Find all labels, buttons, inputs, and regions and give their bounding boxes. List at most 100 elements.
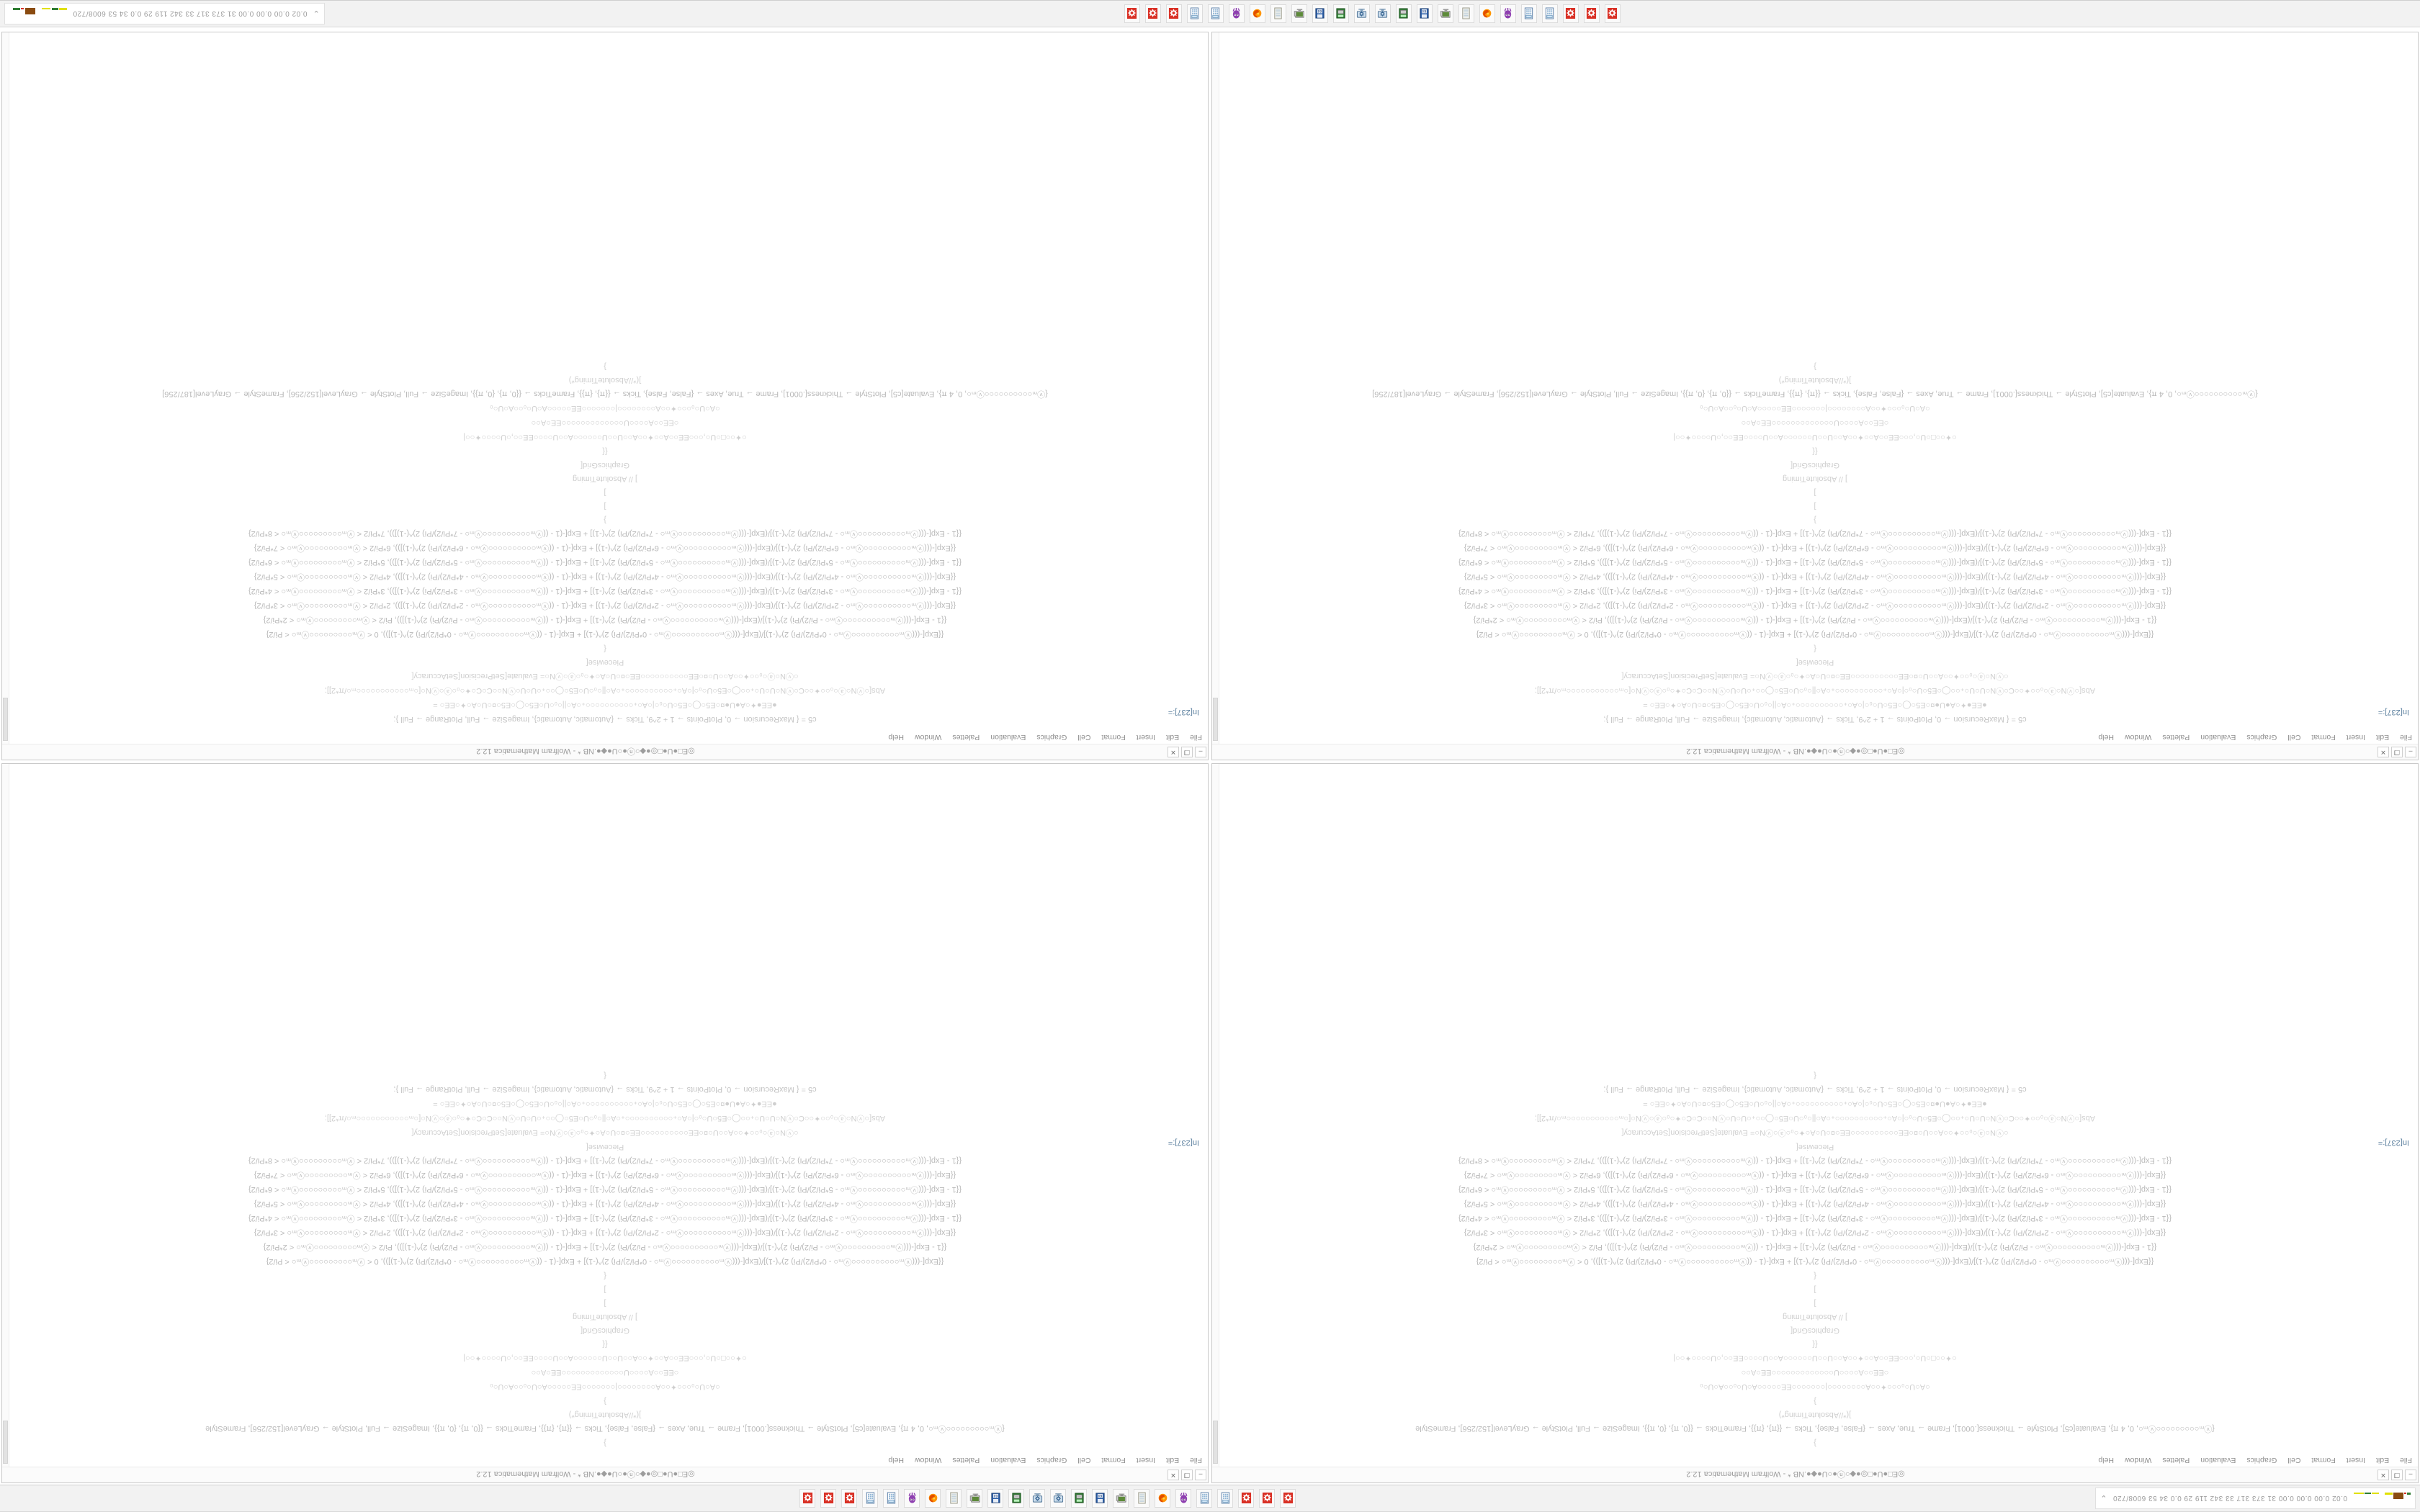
vertical-scrollbar[interactable] [2,764,9,1467]
titlebar[interactable]: – ❐ ✕ ◎E□●U●□◎●◆○ⓝ●○U●◆●.NB * - Wolfram … [2,744,1208,760]
chevron-down-icon[interactable]: ⌄ [2100,1493,2107,1503]
taskbar-button-2[interactable] [1238,1489,1255,1508]
menu-item-window[interactable]: Window [914,1456,942,1464]
menu-item-evaluation[interactable]: Evaluation [990,733,1026,742]
taskbar-button-20[interactable] [1186,4,1203,23]
menu-item-file[interactable]: File [1190,1456,1202,1464]
menu-item-insert[interactable]: Insert [1136,733,1155,742]
taskbar-button-14[interactable]: 64 [987,1489,1004,1508]
taskbar-button-13[interactable] [1332,4,1349,23]
menu-item-palettes[interactable]: Palettes [2162,733,2190,742]
menu-item-cell[interactable]: Cell [2287,1456,2301,1464]
taskbar-button-6[interactable] [1155,1489,1171,1508]
close-button[interactable]: ✕ [2378,1470,2389,1480]
scrollbar-thumb[interactable] [3,1421,8,1464]
menu-item-format[interactable]: Format [2311,1456,2336,1464]
minimize-button[interactable]: – [1195,1470,1206,1480]
taskbar-button-16[interactable] [946,1489,962,1508]
notebook-cell-group[interactable]: } {ⓥₘ○○○○○○○○○ⓥₘ○, 0, 4 π}, Evaluate[c5],… [1212,1068,2418,1449]
taskbar-button-1[interactable] [1583,4,1600,23]
menu-item-edit[interactable]: Edit [2375,733,2390,742]
notebook-cell-group[interactable]: } {ⓥₘ○○○○○○○○○ⓥₘ○, 0, 4 π}, Evaluate[c5],… [2,1068,1208,1449]
taskbar-button-7[interactable] [1134,1489,1150,1508]
mathematica-window-bottom-left[interactable]: – ❐ ✕ ◎E□●U●□◎●◆○ⓝ●○U●◆●.NB * - Wolfram … [1211,32,2419,760]
notebook-cell-group[interactable]: c5 = { MaxRecursion → 0, PlotPoints → 1 … [1212,359,2418,726]
taskbar-button-19[interactable] [883,1489,900,1508]
menu-item-graphics[interactable]: Graphics [1036,733,1067,742]
maximize-button[interactable]: ❐ [1181,747,1193,757]
taskbar-button-21[interactable] [841,1489,858,1508]
taskbar-button-4[interactable] [1520,4,1537,23]
taskbar-button-12[interactable] [1353,4,1370,23]
taskbar-button-8[interactable] [1437,4,1453,23]
taskbar-button-9[interactable]: 64 [1092,1489,1108,1508]
menu-item-insert[interactable]: Insert [2346,1456,2365,1464]
menu-item-file[interactable]: File [2400,733,2412,742]
taskbar-button-20[interactable] [862,1489,879,1508]
menu-item-file[interactable]: File [2400,1456,2412,1464]
mathematica-window-top-right[interactable]: – ❐ ✕ ◎E□●U●□◎●◆○ⓝ●○U●◆●.NB * - Wolfram … [1,763,1209,1483]
taskbar-button-17[interactable] [1249,4,1265,23]
system-monitor-widget[interactable]: ⌄ 0.02 0.00 0.00 0.00 31 373 317 33 342 … [4,3,325,24]
taskbar-button-18[interactable] [904,1489,920,1508]
mathematica-window-bottom-right[interactable]: – ❐ ✕ ◎E□●U●□◎●◆○ⓝ●○U●◆●.NB * - Wolfram … [1,32,1209,760]
notebook-body[interactable]: } {ⓥₘ○○○○○○○○○ⓥₘ○, 0, 4 π}, Evaluate[c5],… [1212,764,2418,1454]
menu-item-evaluation[interactable]: Evaluation [2200,1456,2236,1464]
menu-item-palettes[interactable]: Palettes [952,733,980,742]
menu-item-help[interactable]: Help [2098,733,2114,742]
menu-item-palettes[interactable]: Palettes [952,1456,980,1464]
titlebar[interactable]: – ❐ ✕ ◎E□●U●□◎●◆○ⓝ●○U●◆●.NB * - Wolfram … [1212,1467,2418,1482]
notebook-body[interactable]: } {ⓥₘ○○○○○○○○○ⓥₘ○, 0, 4 π}, Evaluate[c5],… [2,764,1208,1454]
system-monitor-widget[interactable]: 0.02 0.00 0.00 0.00 31 373 317 33 342 11… [2095,1488,2416,1509]
menu-item-window[interactable]: Window [914,733,942,742]
maximize-button[interactable]: ❐ [2391,1470,2403,1480]
taskbar-button-13[interactable] [1008,1489,1025,1508]
titlebar[interactable]: – ❐ ✕ ◎E□●U●□◎●◆○ⓝ●○U●◆●.NB * - Wolfram … [1212,744,2418,760]
minimize-button[interactable]: – [2405,747,2416,757]
vertical-scrollbar[interactable] [1212,32,1219,744]
taskbar-button-4[interactable] [1196,1489,1213,1508]
taskbar-button-0[interactable] [1604,4,1621,23]
close-button[interactable]: ✕ [1168,1470,1179,1480]
menu-item-window[interactable]: Window [2124,1456,2152,1464]
taskbar-button-3[interactable] [1541,4,1558,23]
maximize-button[interactable]: ❐ [2391,747,2403,757]
taskbar-button-12[interactable] [1029,1489,1046,1508]
menu-item-cell[interactable]: Cell [1077,1456,1091,1464]
taskbar-button-17[interactable] [925,1489,941,1508]
taskbar-button-2[interactable] [1562,4,1579,23]
taskbar-button-22[interactable] [1144,4,1161,23]
taskbar-button-1[interactable] [1259,1489,1276,1508]
taskbar-button-15[interactable] [967,1489,983,1508]
chevron-down-icon[interactable]: ⌄ [313,9,320,18]
vertical-scrollbar[interactable] [2,32,9,744]
scrollbar-thumb[interactable] [1213,1421,1218,1464]
menu-item-cell[interactable]: Cell [2287,733,2301,742]
menu-item-evaluation[interactable]: Evaluation [990,1456,1026,1464]
menu-item-format[interactable]: Format [2311,733,2336,742]
menu-item-edit[interactable]: Edit [1165,1456,1180,1464]
menu-item-palettes[interactable]: Palettes [2162,1456,2190,1464]
taskbar-button-15[interactable] [1291,4,1307,23]
taskbar-button-22[interactable] [820,1489,837,1508]
taskbar-button-7[interactable] [1458,4,1474,23]
close-button[interactable]: ✕ [2378,747,2389,757]
minimize-button[interactable]: – [2405,1470,2416,1480]
taskbar-button-19[interactable] [1207,4,1224,23]
taskbar-button-11[interactable] [1374,4,1391,23]
minimize-button[interactable]: – [1195,747,1206,757]
taskbar-button-23[interactable] [1124,4,1140,23]
menu-item-edit[interactable]: Edit [2375,1456,2390,1464]
taskbar-button-8[interactable] [1113,1489,1129,1508]
taskbar-button-16[interactable] [1270,4,1286,23]
menu-item-insert[interactable]: Insert [1136,1456,1155,1464]
maximize-button[interactable]: ❐ [1181,1470,1193,1480]
menu-item-edit[interactable]: Edit [1165,733,1180,742]
taskbar-button-6[interactable] [1479,4,1495,23]
taskbar-button-10[interactable] [1071,1489,1088,1508]
menu-item-help[interactable]: Help [888,1456,904,1464]
scrollbar-thumb[interactable] [1213,698,1218,741]
taskbar-button-3[interactable] [1217,1489,1234,1508]
menu-item-help[interactable]: Help [2098,1456,2114,1464]
menu-item-file[interactable]: File [1190,733,1202,742]
